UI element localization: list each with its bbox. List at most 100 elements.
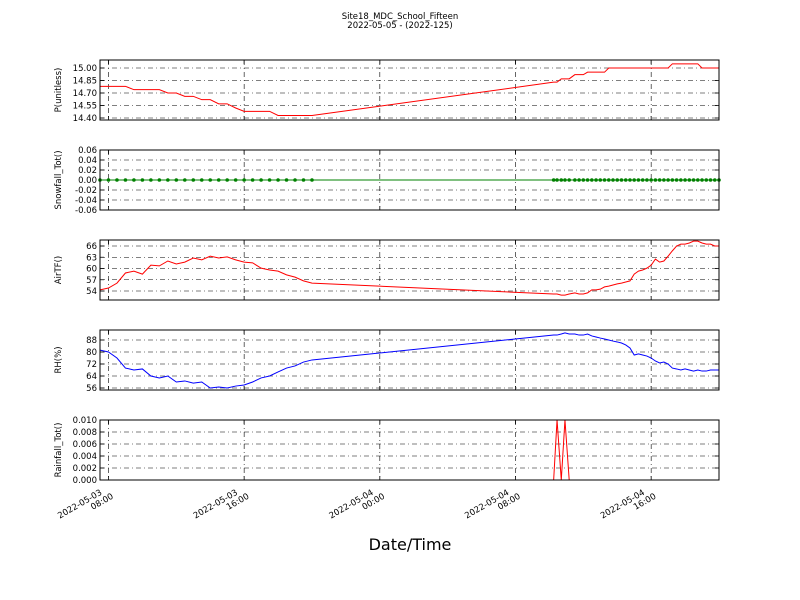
data-point xyxy=(645,178,649,182)
plot-frame xyxy=(99,329,720,391)
data-point xyxy=(293,178,297,182)
data-point xyxy=(250,178,255,182)
plot-frame xyxy=(99,419,720,481)
y-tick-label: 0.00 xyxy=(78,176,97,186)
data-point xyxy=(301,178,306,182)
data-point xyxy=(310,178,314,182)
plot-frame xyxy=(99,149,720,211)
data-point xyxy=(276,178,280,182)
y-tick-label: 0.06 xyxy=(78,146,97,156)
y-tick-label: 64 xyxy=(86,372,97,382)
data-point xyxy=(208,178,213,182)
data-point xyxy=(649,178,653,182)
data-point xyxy=(149,178,153,182)
y-tick-label: 0.000 xyxy=(73,476,97,486)
data-point xyxy=(115,178,119,182)
y-tick-label: -0.04 xyxy=(75,196,97,206)
data-point xyxy=(573,178,577,182)
y-tick-label: -0.02 xyxy=(75,186,97,196)
data-point xyxy=(242,178,246,182)
y-tick-label: 14.70 xyxy=(73,89,97,99)
data-point xyxy=(216,178,221,182)
data-point xyxy=(140,178,145,182)
data-point xyxy=(696,178,700,182)
data-point xyxy=(640,178,645,182)
data-point xyxy=(174,178,179,182)
data-point xyxy=(567,178,571,182)
data-point xyxy=(157,178,162,182)
chart-subtitle: 2022-05-05 - (2022-125) xyxy=(347,21,452,31)
y-tick-label: 63 xyxy=(86,253,97,263)
data-point xyxy=(679,178,683,182)
y-tick-label: -0.06 xyxy=(75,206,97,216)
data-line xyxy=(100,240,719,296)
y-tick-label: 60 xyxy=(86,265,97,275)
data-point xyxy=(615,178,620,182)
y-tick-label: 0.04 xyxy=(78,156,97,166)
y-tick-label: 57 xyxy=(86,276,97,286)
data-line xyxy=(100,332,719,389)
y-axis-label: P(unitless) xyxy=(54,68,64,113)
data-point xyxy=(199,178,204,182)
y-tick-label: 88 xyxy=(86,336,97,346)
y-tick-label: 14.40 xyxy=(73,114,97,124)
y-tick-label: 56 xyxy=(86,384,97,394)
y-tick-label: 0.008 xyxy=(73,428,97,438)
data-point xyxy=(106,178,111,182)
y-tick-label: 66 xyxy=(86,242,97,252)
data-point xyxy=(585,178,590,182)
x-axis-label: Date/Time xyxy=(369,535,452,554)
data-point xyxy=(581,178,586,182)
data-point xyxy=(191,178,196,182)
y-tick-label: 0.002 xyxy=(73,464,97,474)
y-tick-label: 0.006 xyxy=(73,440,97,450)
data-point xyxy=(632,178,637,182)
y-tick-label: 0.010 xyxy=(73,416,97,426)
chart-title: Site18_MDC_School_Fifteen xyxy=(342,12,459,22)
data-point xyxy=(590,178,594,182)
data-point xyxy=(123,178,128,182)
data-point xyxy=(619,178,624,182)
y-axis-label: Snowfall_Tot() xyxy=(54,150,64,209)
data-point xyxy=(628,178,632,182)
data-point xyxy=(666,178,670,182)
data-point xyxy=(594,178,598,182)
data-point xyxy=(259,178,263,182)
y-tick-label: 15.00 xyxy=(73,64,97,74)
data-point xyxy=(704,178,709,182)
data-point xyxy=(691,178,696,182)
data-point xyxy=(623,178,628,182)
data-point xyxy=(166,178,170,182)
data-point xyxy=(662,178,666,182)
y-tick-label: 72 xyxy=(86,360,97,370)
data-point xyxy=(551,178,556,182)
data-point xyxy=(555,178,559,182)
data-point xyxy=(674,178,679,182)
data-point xyxy=(700,178,704,182)
data-point xyxy=(563,178,567,182)
data-point xyxy=(683,178,687,182)
data-point xyxy=(267,178,272,182)
data-point xyxy=(606,178,611,182)
y-axis-label: Rainfall_Tot() xyxy=(54,423,64,478)
y-tick-label: 80 xyxy=(86,348,97,358)
y-tick-label: 14.55 xyxy=(73,102,97,112)
data-point xyxy=(182,178,187,182)
plot-frame xyxy=(99,59,720,121)
y-axis-label: RH(%) xyxy=(54,346,64,373)
data-line xyxy=(100,63,719,116)
data-point xyxy=(132,178,136,182)
y-axis-label: AirTF() xyxy=(54,256,64,284)
data-point xyxy=(653,178,658,182)
y-tick-label: 0.004 xyxy=(73,452,97,462)
plot-frame xyxy=(99,239,720,301)
data-point xyxy=(284,178,289,182)
data-point xyxy=(611,178,615,182)
y-tick-label: 14.85 xyxy=(73,77,97,87)
data-point xyxy=(712,178,717,182)
data-point xyxy=(636,178,641,182)
y-tick-label: 54 xyxy=(86,287,97,297)
data-point xyxy=(708,178,713,182)
y-tick-label: 0.02 xyxy=(78,166,97,176)
